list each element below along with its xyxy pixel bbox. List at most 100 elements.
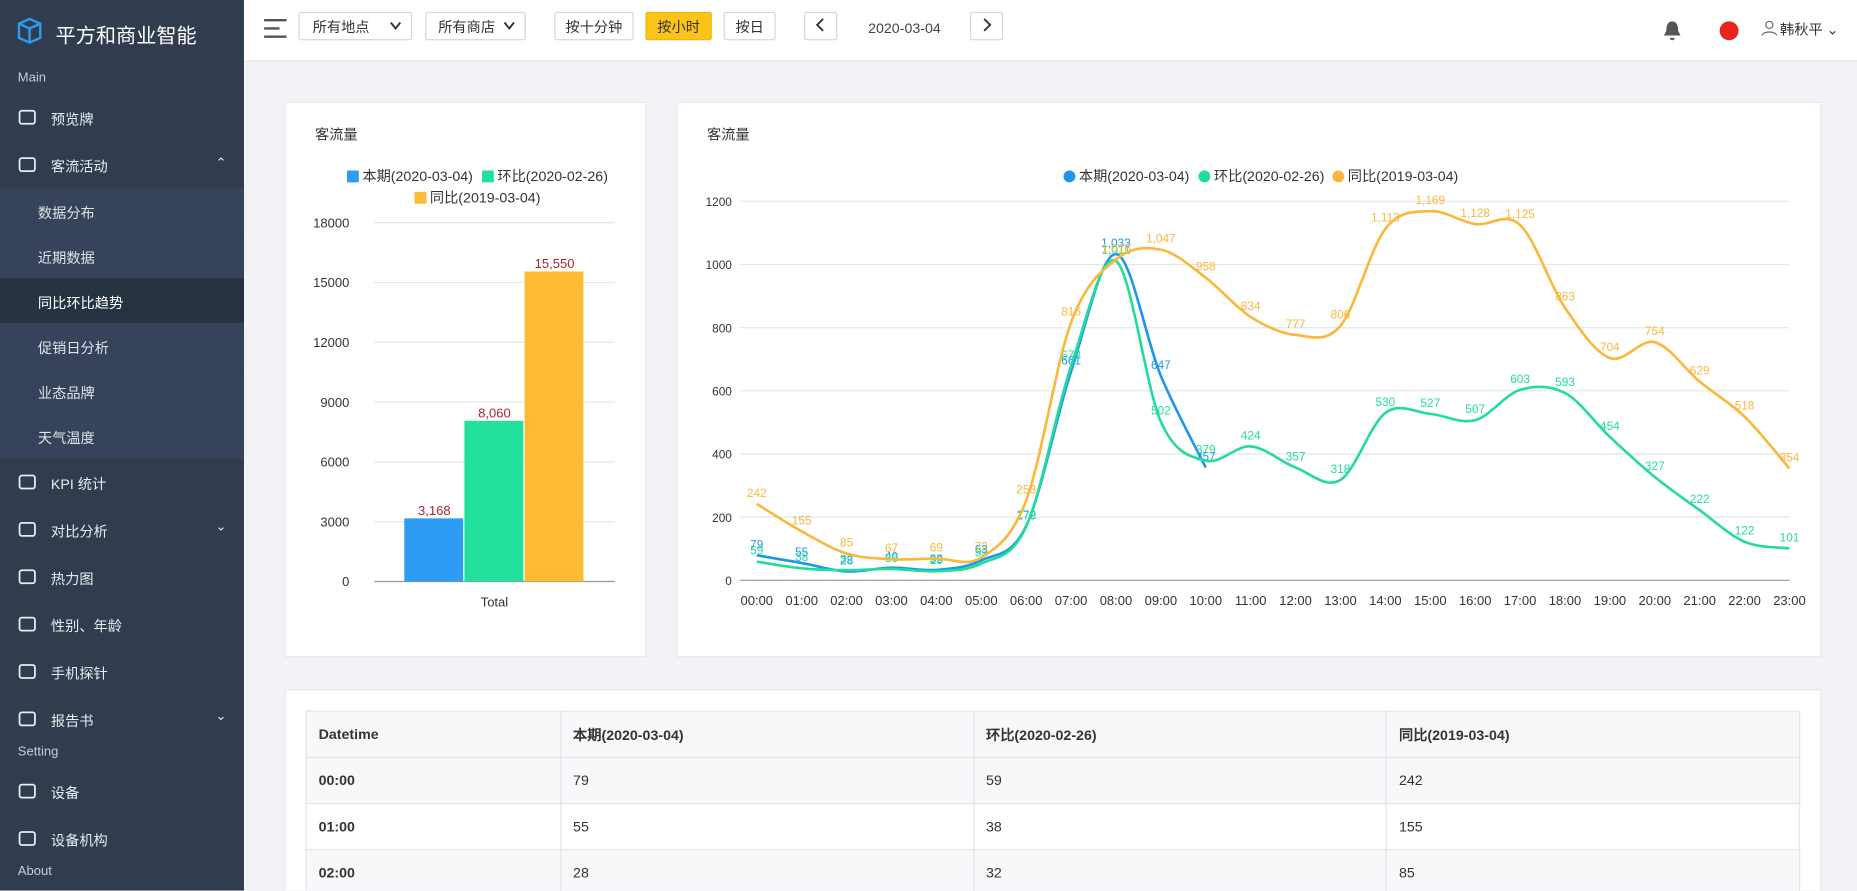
nav-item[interactable]: 预览牌 <box>0 94 244 141</box>
sub-label: 数据分布 <box>37 204 95 222</box>
data-label: 155 <box>792 513 812 527</box>
store: 所有商店 <box>438 18 496 36</box>
data-label: 754 <box>1645 324 1665 338</box>
data-label: 318 <box>1331 462 1351 476</box>
sub-item[interactable]: 同比环比趋势 <box>0 278 244 324</box>
user-menu[interactable]: 韩秋平 ⌄ <box>1780 21 1839 38</box>
column-header: Datetime <box>305 710 562 758</box>
x-tick-label: 09:00 <box>1145 593 1178 608</box>
nav-item[interactable]: 报告书 ⌄ <box>0 695 244 742</box>
nav-label: 性别、年龄 <box>50 618 123 635</box>
icon-shape <box>18 664 36 679</box>
x-tick-label: 15:00 <box>1414 593 1447 608</box>
nav-item[interactable]: 性别、年龄 <box>0 600 244 647</box>
x-tick-label: 00:00 <box>740 593 773 608</box>
x-tick-label: 19:00 <box>1594 593 1627 608</box>
data-label: 72 <box>975 539 988 553</box>
line-series <box>756 252 1207 573</box>
table-cell: 155 <box>1385 802 1801 851</box>
sub-item[interactable]: 业态品牌 <box>0 368 244 414</box>
data-label: 8,060 <box>478 405 511 420</box>
nav-item[interactable]: 客流活动 ⌄ <box>0 141 244 188</box>
nav-icon <box>18 783 36 799</box>
user-icon <box>1761 20 1778 36</box>
granularity-button[interactable]: 按日 <box>723 11 776 41</box>
sub-item[interactable]: 数据分布 <box>0 188 244 234</box>
nav-item[interactable]: 设备 <box>0 767 244 814</box>
menu-toggle[interactable] <box>263 17 289 41</box>
bar <box>464 420 524 582</box>
icon-shape <box>18 711 36 727</box>
nav-item[interactable]: 手机探针 <box>0 648 244 695</box>
x-tick-label: 17:00 <box>1504 593 1537 608</box>
next-button[interactable] <box>969 11 1004 41</box>
y-tick-label: 400 <box>712 448 732 462</box>
location-select[interactable]: 所有地点 <box>298 11 413 41</box>
table-cell: 32 <box>972 849 1388 891</box>
sub-item[interactable]: 近期数据 <box>0 233 244 279</box>
sub-item[interactable]: 促销日分析 <box>0 323 244 369</box>
x-tick-label: 18:00 <box>1549 593 1582 608</box>
data-label: 518 <box>1735 399 1755 413</box>
y-tick-label: 0 <box>725 574 732 588</box>
x-tick-label: 12:00 <box>1279 593 1312 608</box>
nav-icon <box>18 616 36 632</box>
bell-icon[interactable] <box>1663 20 1682 41</box>
legend-label: 环比(2020-02-26) <box>1214 168 1325 185</box>
icon-shape <box>18 831 36 846</box>
table-cell: 242 <box>1385 756 1801 805</box>
x-tick-label: 03:00 <box>875 593 908 608</box>
data-label: 530 <box>1376 395 1396 409</box>
table-cell: 28 <box>560 849 975 891</box>
y-tick-label: 18000 <box>313 215 349 230</box>
data-label: 101 <box>1780 530 1800 544</box>
data-label: 354 <box>1780 450 1800 464</box>
column-header: 同比(2019-03-04) <box>1385 710 1801 758</box>
y-tick-label: 0 <box>342 574 349 589</box>
nav-icon <box>18 569 36 585</box>
data-label: 122 <box>1735 524 1755 538</box>
y-tick-label: 9000 <box>320 395 349 410</box>
legend-label: 本期(2020-03-04) <box>362 168 473 185</box>
data-label: 454 <box>1600 419 1620 433</box>
nav-item[interactable]: 设备机构 <box>0 815 244 862</box>
section-title: Main <box>17 71 47 86</box>
data-label: 816 <box>1061 305 1081 319</box>
data-label: 1,169 <box>1415 193 1445 207</box>
granularity-button[interactable]: 按小时 <box>645 11 712 41</box>
x-tick-label: 06:00 <box>1010 593 1043 608</box>
language-flag[interactable] <box>1718 20 1739 41</box>
data-table: Datetime 本期(2020-03-04) 环比(2020-02-26) 同比(2… <box>305 710 1801 891</box>
data-label: 1,016 <box>1101 241 1131 255</box>
section-title: Setting <box>17 744 59 760</box>
granularity-button[interactable]: 按十分钟 <box>554 11 634 41</box>
sidebar: 平方和商业智能 Main 预览牌 客流活动 ⌄ 数据分布 近期数据 同比环比趋势 促销日分析业… <box>0 0 244 891</box>
prev-button[interactable] <box>804 11 838 41</box>
nav-item[interactable]: KPI 统计 <box>0 458 244 505</box>
data-label: 222 <box>1690 492 1710 506</box>
data-label: 327 <box>1645 459 1665 473</box>
x-tick-label: Total <box>481 594 509 609</box>
sub-item[interactable]: 天气温度 <box>0 413 244 459</box>
store-select[interactable]: 所有商店 <box>425 11 526 41</box>
legend-swatch <box>482 170 494 183</box>
data-label: 424 <box>1241 428 1261 442</box>
nav-item[interactable]: 对比分析 ⌄ <box>0 506 244 553</box>
nav-label: 设备 <box>50 785 80 802</box>
data-label: 502 <box>1151 404 1171 418</box>
data-label: 85 <box>840 535 854 549</box>
data-label: 527 <box>1420 396 1440 410</box>
legend-swatch <box>1198 170 1211 183</box>
legend-swatch <box>1332 170 1345 183</box>
table-cell: 38 <box>972 802 1388 851</box>
data-label: 3,168 <box>418 503 451 518</box>
x-tick-label: 07:00 <box>1055 593 1088 608</box>
table-cell: 00:00 <box>305 756 562 805</box>
table-row: 02:00 28 32 85 <box>305 849 1801 891</box>
sub-label: 天气温度 <box>37 429 95 447</box>
arrow <box>983 18 992 32</box>
icon-shape <box>18 157 36 173</box>
nav-item[interactable]: 热力图 <box>0 553 244 600</box>
legend-label: 环比(2020-02-26) <box>497 168 608 185</box>
data-label: 1,128 <box>1460 206 1490 220</box>
